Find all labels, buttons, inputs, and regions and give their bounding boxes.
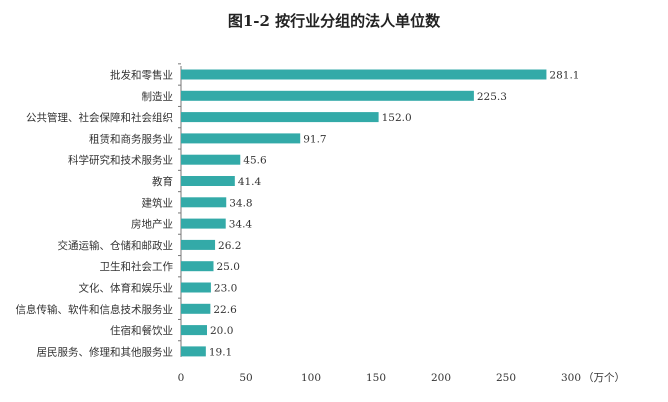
data-label: 41.4	[238, 176, 262, 188]
x-tick-label: 50	[239, 372, 252, 384]
chart-title: 图1-2 按行业分组的法人单位数	[227, 12, 441, 30]
x-tick-label: 100	[301, 372, 321, 384]
x-axis-unit: （万个）	[583, 372, 625, 384]
bar	[181, 218, 226, 229]
category-label: 卫生和社会工作	[100, 260, 174, 273]
bar	[181, 112, 379, 123]
data-label: 25.0	[217, 261, 240, 273]
bar	[181, 282, 211, 293]
data-label: 34.8	[229, 197, 252, 209]
category-label: 批发和零售业	[110, 69, 173, 82]
bar	[181, 346, 206, 357]
bar	[181, 176, 235, 186]
data-label: 20.0	[210, 325, 233, 337]
data-label: 91.7	[303, 133, 326, 145]
bar	[181, 154, 241, 165]
category-label: 租赁和商务服务业	[89, 132, 173, 145]
data-label: 281.1	[549, 70, 579, 82]
bar	[181, 303, 211, 314]
category-label: 房地产业	[131, 218, 173, 231]
x-tick-label: 200	[431, 372, 451, 384]
bar	[181, 239, 216, 250]
data-label: 22.6	[213, 304, 237, 316]
bar	[181, 197, 227, 208]
data-label: 45.6	[243, 155, 267, 167]
data-label: 34.4	[229, 219, 253, 231]
data-label: 26.2	[218, 240, 241, 252]
category-label: 居民服务、修理和其他服务业	[37, 345, 174, 358]
x-tick-label: 0	[178, 372, 185, 384]
bar	[181, 90, 474, 101]
category-label: 科学研究和技术服务业	[68, 154, 173, 167]
x-tick-label: 150	[366, 372, 386, 384]
data-label: 19.1	[209, 346, 232, 358]
bar	[181, 261, 214, 272]
category-label: 信息传输、软件和信息技术服务业	[16, 303, 174, 316]
category-label: 教育	[152, 175, 173, 188]
data-label: 23.0	[214, 283, 237, 295]
data-label: 225.3	[477, 91, 507, 103]
category-label: 建筑业	[142, 196, 174, 209]
category-label: 住宿和餐饮业	[110, 324, 173, 337]
data-label: 152.0	[382, 112, 412, 124]
x-tick-label: 250	[496, 372, 516, 384]
bar	[181, 133, 301, 144]
category-label: 公共管理、社会保障和社会组织	[26, 111, 173, 124]
bar	[181, 325, 207, 336]
bar	[181, 69, 547, 80]
category-label: 文化、体育和娱乐业	[79, 282, 174, 295]
category-label: 交通运输、仓储和邮政业	[58, 239, 174, 252]
category-label: 制造业	[142, 90, 174, 103]
x-tick-label: 300	[561, 372, 581, 384]
